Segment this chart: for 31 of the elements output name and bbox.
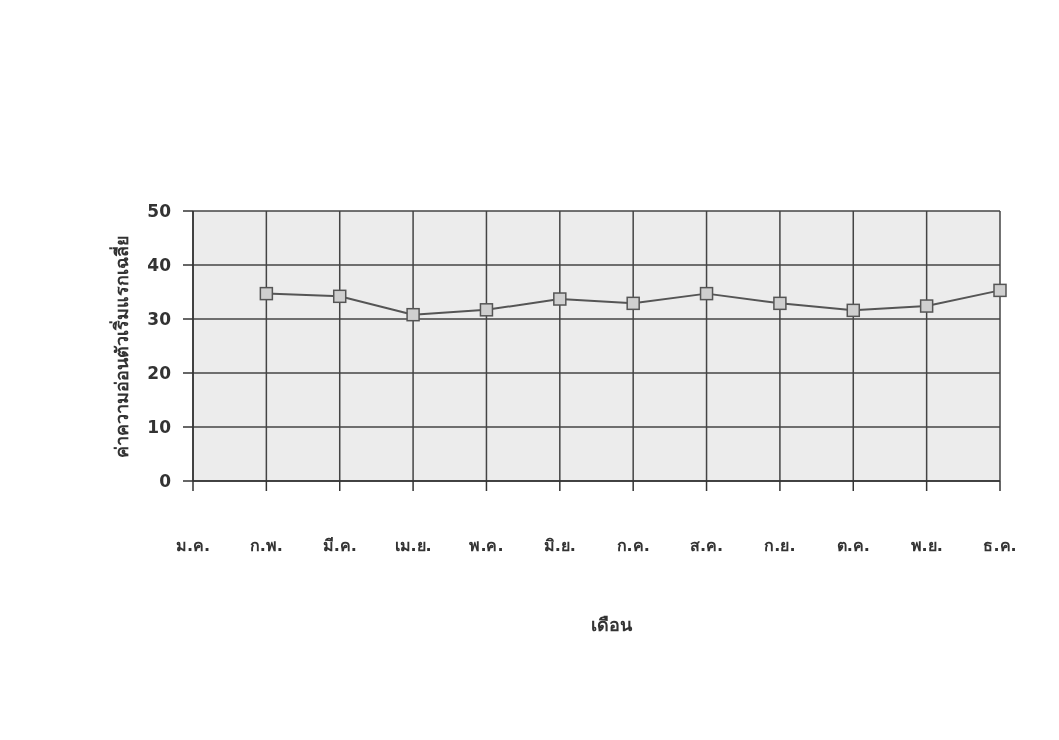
point (406, 307, 420, 322)
x-axis-title: เดือน (591, 614, 633, 635)
y-tick-label: 40 (147, 254, 172, 275)
y-tick-label: 50 (147, 200, 172, 221)
y-tick-label: 30 (147, 308, 172, 329)
x-tick-label: มิ.ย. (543, 536, 576, 555)
point (846, 303, 861, 318)
point (553, 292, 567, 306)
point (626, 296, 640, 311)
x-tick-label: ก.ค. (616, 536, 650, 555)
x-tick-label: พ.ย. (910, 536, 943, 555)
x-tick-label: พ.ค. (469, 536, 504, 555)
point (773, 296, 787, 311)
x-tick-label: ม.ค. (175, 536, 211, 555)
point (993, 283, 1007, 298)
point (332, 289, 347, 304)
x-tick-label: ส.ค. (689, 536, 724, 555)
point (699, 286, 714, 301)
x-tick-label: ก.ย. (764, 536, 796, 555)
x-tick-label: มี.ค. (322, 536, 357, 555)
point (919, 299, 934, 313)
y-tick-label: 10 (147, 416, 172, 437)
y-tick-label: 0 (159, 470, 172, 491)
x-tick-label: ธ.ค. (983, 536, 1017, 555)
y-axis-title: ค่าความอ่อนตัวเริ่มแรกเฉลี่ย (109, 234, 132, 458)
point (259, 286, 274, 301)
x-tick-label: ต.ค. (836, 536, 870, 555)
y-tick-label: 20 (147, 362, 172, 383)
x-tick-label: เม.ย. (394, 536, 432, 555)
point (479, 303, 494, 317)
x-tick-label: ก.พ. (249, 536, 283, 555)
